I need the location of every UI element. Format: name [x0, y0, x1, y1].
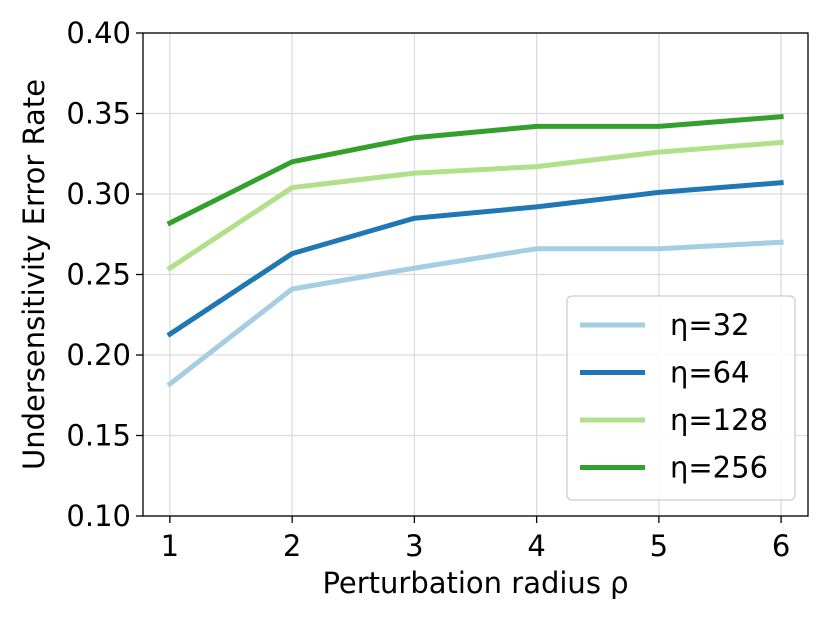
series-line-32	[166, 239, 784, 388]
y-axis-ticks: 0.10 0.15 0.20 0.25 0.30 0.35 0.40	[66, 16, 143, 533]
x-tick-label: 2	[283, 529, 301, 563]
x-tick-label: 1	[161, 529, 179, 563]
series-line-64	[166, 180, 784, 338]
series-line-256	[166, 114, 784, 227]
x-axis-ticks: 1 2 3 4 5 6	[161, 516, 790, 563]
legend-label: η=32	[670, 308, 750, 342]
series-lines	[166, 114, 784, 388]
legend-box	[566, 295, 796, 501]
x-tick-label: 6	[772, 529, 790, 563]
x-tick-label: 5	[650, 529, 668, 563]
y-tick-label: 0.35	[66, 97, 131, 131]
legend: η=32 η=64 η=128 η=256	[566, 295, 796, 501]
y-tick-label: 0.25	[66, 258, 131, 292]
y-tick-label: 0.10	[66, 499, 131, 533]
series-line-128	[166, 139, 784, 272]
y-tick-label: 0.30	[66, 177, 131, 211]
x-tick-label: 4	[527, 529, 545, 563]
x-tick-label: 3	[405, 529, 423, 563]
legend-label: η=128	[670, 403, 768, 437]
y-tick-label: 0.15	[66, 419, 131, 453]
x-axis-label: Perturbation radius ρ	[322, 566, 628, 600]
y-axis-label: Undersensitivity Error Rate	[17, 79, 51, 470]
y-tick-label: 0.40	[66, 16, 131, 50]
legend-label: η=256	[670, 451, 768, 485]
legend-label: η=64	[670, 356, 750, 390]
y-tick-label: 0.20	[66, 338, 131, 372]
